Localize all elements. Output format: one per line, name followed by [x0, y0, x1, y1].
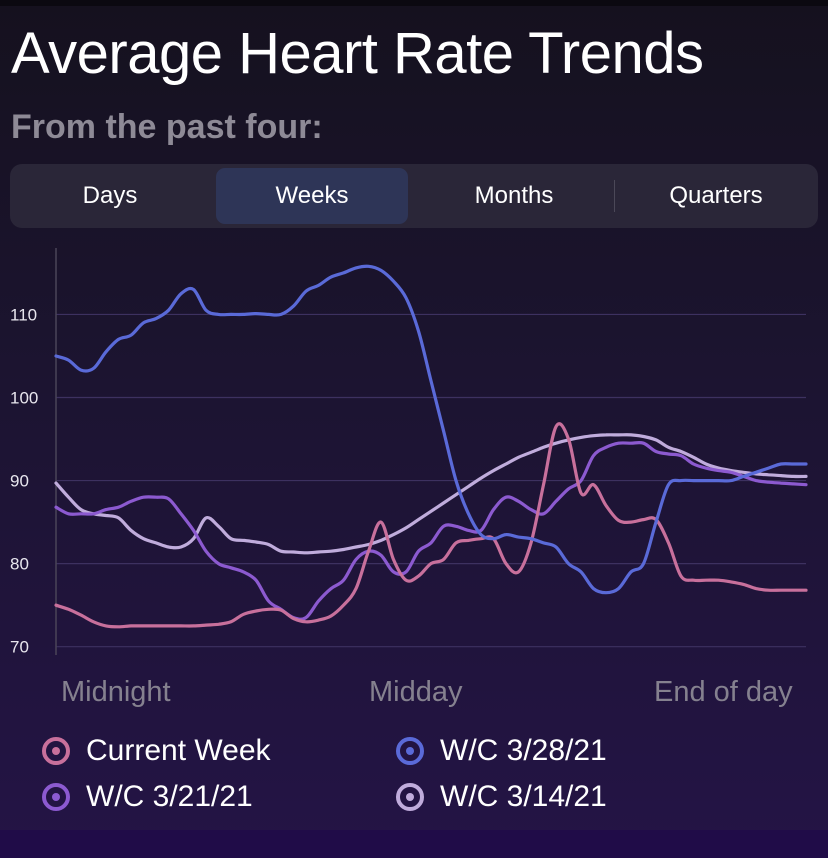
target-icon	[42, 737, 70, 765]
legend-label: W/C 3/28/21	[440, 734, 607, 767]
legend-item-current-week[interactable]: Current Week	[42, 734, 271, 768]
y-tick-label-100: 100	[10, 389, 38, 408]
x-tick-label-midnight: Midnight	[61, 676, 171, 708]
segment-divider	[614, 180, 615, 212]
target-icon	[42, 783, 70, 811]
target-icon	[396, 783, 424, 811]
y-tick-label-80: 80	[10, 555, 29, 574]
x-tick-label-midday: Midday	[369, 676, 463, 708]
legend-item-wc-3-21-21[interactable]: W/C 3/21/21	[42, 780, 253, 814]
page-title: Average Heart Rate Trends	[11, 21, 704, 86]
page-subtitle: From the past four:	[11, 108, 323, 146]
series-line-wc-3-14	[54, 433, 808, 555]
y-axis-ticks: 70 80 90 100 110	[10, 305, 38, 656]
target-icon	[396, 737, 424, 765]
segment-days[interactable]: Days	[82, 182, 138, 209]
period-segmented-control: Days Weeks Months Quarters	[10, 164, 818, 228]
bottom-edge-strip	[0, 830, 828, 858]
chart-series	[54, 264, 808, 629]
x-tick-label-end-of-day: End of day	[654, 676, 793, 708]
segment-weeks[interactable]: Weeks	[216, 168, 408, 224]
heart-rate-chart: 70 80 90 100 110	[10, 248, 808, 657]
legend-item-wc-3-14-21[interactable]: W/C 3/14/21	[396, 780, 607, 814]
y-tick-label-90: 90	[10, 472, 29, 491]
series-line-current-week	[54, 422, 808, 629]
legend-label: Current Week	[86, 734, 271, 767]
chart-grid	[56, 313, 806, 648]
series-line-wc-3-28	[54, 264, 808, 595]
y-tick-label-110: 110	[10, 305, 37, 324]
segment-quarters[interactable]: Quarters	[669, 182, 763, 209]
legend-label: W/C 3/21/21	[86, 780, 253, 813]
series-line-wc-3-21	[54, 440, 808, 621]
y-tick-label-70: 70	[10, 638, 29, 657]
legend-label: W/C 3/14/21	[440, 780, 607, 813]
legend-item-wc-3-28-21[interactable]: W/C 3/28/21	[396, 734, 607, 768]
segment-months[interactable]: Months	[474, 182, 554, 209]
status-bar-strip	[0, 0, 828, 6]
